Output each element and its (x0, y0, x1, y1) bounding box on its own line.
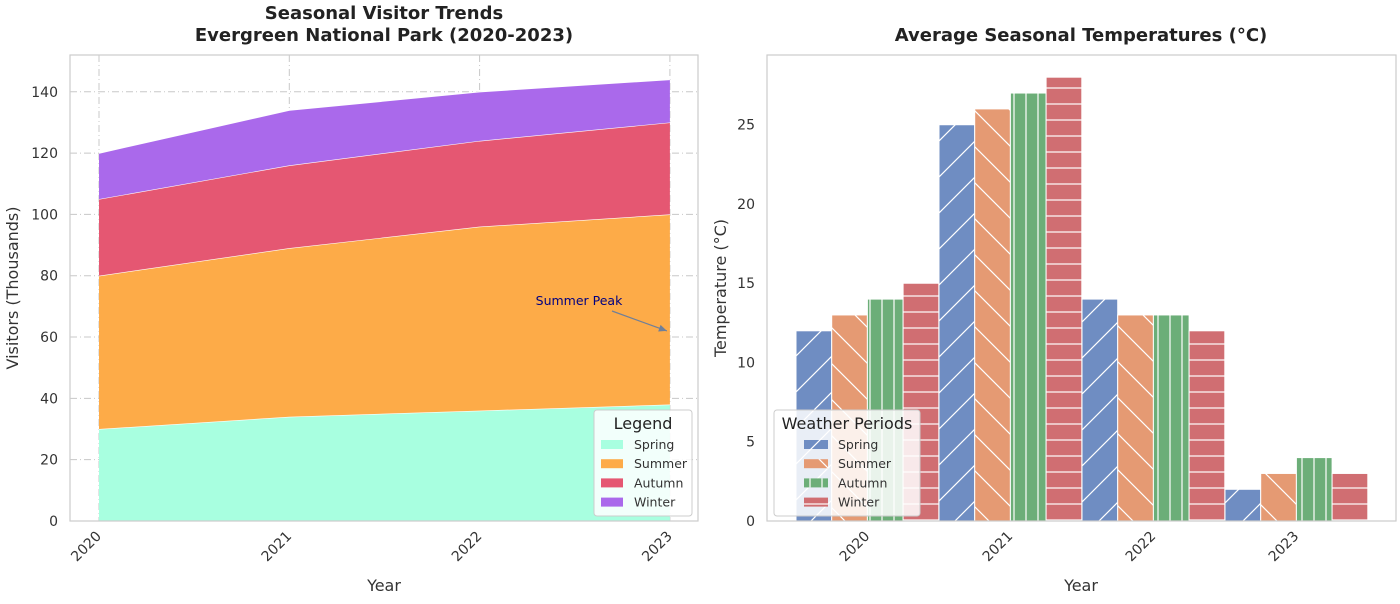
temperature-legend: Weather Periods Spring Summer Autumn Winter (773, 409, 921, 517)
visitor-legend: Legend Spring Summer Autumn Winter (593, 409, 693, 517)
temperature-legend-hatch-summer (804, 459, 828, 469)
temperature-legend-hatch-autumn (804, 478, 828, 488)
visitor-chart-title-line-1: Seasonal Visitor Trends (265, 3, 503, 24)
visitor-x-axis-label: Year (366, 576, 401, 595)
visitor-y-tick-label: 120 (31, 146, 58, 162)
temperature-chart: Average Seasonal Temperatures (°C) 0 5 10 1… (711, 25, 1397, 595)
visitor-x-tick-label: 2020 (68, 529, 105, 566)
temperature-y-tick-label: 25 (737, 118, 755, 134)
visitor-legend-swatch-winter (601, 497, 623, 507)
visitor-y-tick-label: 0 (49, 514, 58, 530)
visitor-y-tick-label: 140 (31, 85, 58, 101)
bar-hatch-winter-2021 (1045, 76, 1083, 521)
visitor-area-layers (98, 78, 670, 521)
visitor-y-tick-label: 100 (31, 207, 58, 223)
visitor-x-tick-label: 2021 (259, 529, 296, 566)
area-summer (99, 214, 670, 430)
temperature-legend-label-spring: Spring (838, 437, 878, 452)
visitor-y-tick-label: 20 (40, 453, 58, 469)
temperature-legend-label-summer: Summer (838, 456, 892, 471)
visitor-y-tick-label: 60 (40, 330, 58, 346)
area-spring (99, 404, 670, 521)
temperature-x-tick-label: 2022 (1123, 529, 1160, 566)
temperature-y-tick-label: 10 (737, 355, 755, 371)
bar-hatch-summer-2022 (1117, 314, 1154, 521)
visitor-legend-box (593, 409, 693, 517)
area-winter (99, 79, 670, 200)
temperature-x-axis-label: Year (1063, 576, 1098, 595)
temperature-y-tick-label: 20 (737, 197, 755, 213)
temperature-chart-title: Average Seasonal Temperatures (°C) (895, 25, 1268, 46)
visitor-chart-title-line-2: Evergreen National Park (2020-2023) (195, 25, 573, 46)
visitor-legend-title: Legend (614, 414, 673, 433)
bar-hatch-summer-2023 (1260, 472, 1297, 521)
bar-hatch-autumn-2023 (1295, 457, 1333, 521)
temperature-legend-label-autumn: Autumn (838, 475, 887, 490)
visitor-y-tick-label: 80 (40, 269, 58, 285)
visitor-y-axis-label: Visitors (Thousands) (3, 207, 22, 370)
temperature-legend-hatch-spring (804, 440, 828, 449)
visitor-plot-frame (69, 54, 699, 522)
temperature-y-tick-label: 0 (746, 514, 755, 530)
visitor-y-ticks: 0 20 40 60 80 100 120 140 (31, 85, 58, 530)
bar-hatch-spring-2023 (1224, 488, 1262, 521)
summer-peak-label: Summer Peak (536, 293, 623, 308)
temperature-y-axis-label: Temperature (°C) (711, 219, 730, 358)
visitor-x-ticks: 2020 2021 2022 2023 (68, 529, 675, 566)
temperature-y-tick-label: 15 (737, 276, 755, 292)
area-edge-winter (98, 78, 670, 154)
visitor-x-tick-label: 2022 (449, 529, 486, 566)
visitor-legend-swatch-autumn (601, 478, 623, 488)
visitor-legend-label-winter: Winter (634, 495, 676, 510)
bar-hatch-spring-2022 (1081, 298, 1119, 521)
visitor-legend-items: Spring Summer Autumn Winter (601, 437, 688, 510)
temperature-y-tick-label: 5 (746, 435, 755, 451)
visitor-legend-label-autumn: Autumn (634, 475, 683, 490)
temperature-x-tick-label: 2023 (1266, 529, 1303, 566)
temperature-legend-hatch-winter (804, 497, 828, 507)
temperature-plot-frame (766, 54, 1397, 522)
bar-hatch-summer-2021 (974, 108, 1011, 521)
bar-hatch-winter-2023 (1331, 472, 1369, 521)
temperature-legend-label-winter: Winter (838, 495, 880, 510)
temperature-legend-title: Weather Periods (782, 414, 913, 433)
visitor-legend-label-spring: Spring (634, 437, 674, 452)
visitor-chart: Seasonal Visitor Trends Evergreen Nation… (3, 3, 699, 595)
bar-hatch-autumn-2021 (1009, 92, 1047, 521)
temperature-legend-items: Spring Summer Autumn Winter (804, 437, 892, 510)
area-autumn (99, 122, 670, 276)
temperature-x-tick-label: 2021 (980, 529, 1017, 566)
bar-hatch-spring-2021 (938, 124, 976, 521)
visitor-legend-swatch-spring (601, 440, 623, 449)
summer-peak-annotation: Summer Peak (536, 293, 668, 332)
visitor-legend-swatch-summer (601, 459, 623, 469)
visitor-legend-label-summer: Summer (634, 456, 688, 471)
bar-hatch-autumn-2022 (1152, 314, 1190, 521)
temperature-x-ticks: 2020 2021 2022 2023 (837, 529, 1303, 566)
visitor-y-tick-label: 40 (40, 391, 58, 407)
temperature-legend-box (773, 409, 921, 517)
temperature-x-tick-label: 2020 (837, 529, 874, 566)
temperature-y-ticks: 0 5 10 15 20 25 (737, 118, 755, 530)
bar-hatch-winter-2022 (1188, 330, 1226, 521)
visitor-x-tick-label: 2023 (639, 529, 676, 566)
